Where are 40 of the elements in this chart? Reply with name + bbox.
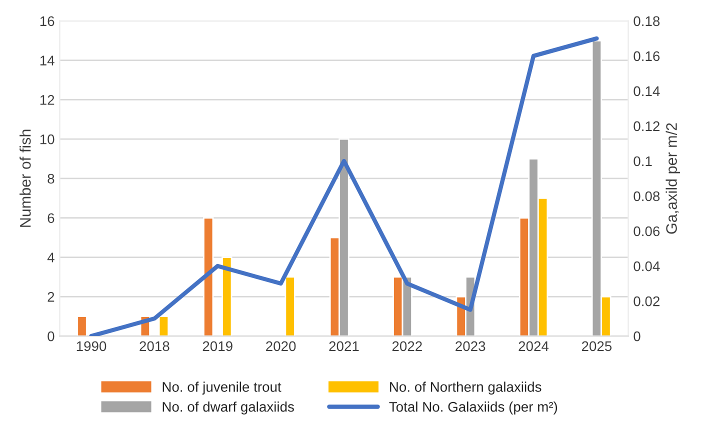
legend-label: No. of dwarf galaxiids — [162, 402, 294, 414]
y-tick-label: 8 — [48, 174, 54, 184]
x-tick-label: 1990 — [76, 341, 106, 352]
bar — [284, 276, 296, 336]
y-tick-label: 14 — [40, 56, 54, 66]
y2-tick-label: 0.18 — [634, 16, 660, 26]
y-tick-label: 6 — [48, 213, 54, 224]
y2-tick-label: 0.12 — [634, 121, 660, 132]
y-axis-title: Number of fish — [20, 130, 31, 227]
bar — [76, 316, 88, 336]
legend-label: No. of Northern galaxiids — [390, 382, 542, 395]
y2-tick-label: 0.06 — [634, 226, 660, 236]
bar — [203, 217, 214, 336]
y-tick-label: 0 — [48, 331, 54, 342]
x-tick-label: 2025 — [582, 341, 612, 352]
y2-tick-label: 0.16 — [634, 51, 660, 62]
legend-label: No. of juvenile trout — [162, 382, 282, 395]
x-tick-label: 2020 — [266, 341, 296, 352]
x-tick-label: 2019 — [202, 341, 232, 352]
x-tick-label: 2018 — [140, 341, 170, 352]
y2-tick-label: 0.04 — [634, 261, 660, 272]
y2-tick-label: 0.1 — [634, 156, 652, 166]
bar — [158, 316, 170, 336]
y2-tick-label: 0 — [634, 331, 640, 342]
x-tick-label: 2021 — [329, 341, 359, 352]
y-tick-label: 2 — [48, 292, 54, 302]
y-tick-label: 4 — [47, 252, 54, 262]
y2-tick-label: 0.14 — [634, 86, 660, 96]
y-tick-label: 10 — [40, 134, 54, 144]
legend-label: Total No. Galaxiids (per m²) — [389, 402, 558, 414]
y2-tick-label: 0.08 — [634, 191, 660, 202]
line-series — [89, 36, 599, 336]
x-tick-label: 2022 — [392, 341, 422, 352]
y2-tick-label: 0.02 — [634, 296, 660, 306]
x-tick-label: 2023 — [456, 341, 486, 352]
y-tick-label: 12 — [40, 95, 54, 105]
y-tick-label: 16 — [40, 16, 54, 26]
y2-axis-title: Ga,axild per m/2 — [666, 123, 680, 234]
bar — [222, 256, 232, 336]
x-tick-label: 2024 — [518, 341, 549, 352]
